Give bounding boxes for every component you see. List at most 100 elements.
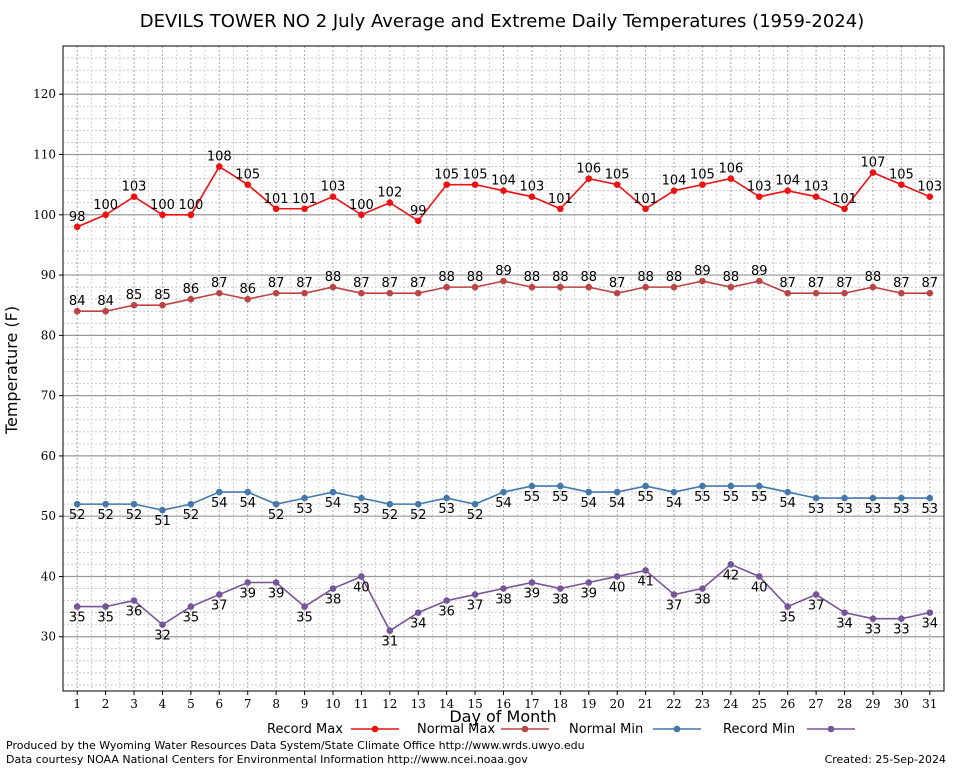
data-point [216, 289, 223, 297]
data-point [670, 591, 678, 598]
data-label: 102 [377, 186, 402, 201]
data-label: 99 [410, 204, 427, 219]
data-label: 35 [296, 611, 313, 626]
data-label: 87 [808, 276, 825, 291]
data-label: 55 [552, 490, 569, 505]
data-point [841, 205, 848, 213]
data-label: 52 [382, 508, 399, 523]
data-label: 88 [666, 270, 683, 285]
data-point [784, 488, 791, 496]
y-tick-label: 30 [41, 630, 56, 644]
data-label: 87 [836, 276, 853, 291]
data-point [613, 181, 621, 188]
data-point [727, 482, 735, 490]
data-point [585, 488, 593, 496]
data-point [898, 289, 905, 297]
data-label: 51 [154, 514, 171, 529]
data-label: 88 [325, 270, 342, 285]
data-label: 103 [917, 180, 942, 195]
data-point [102, 211, 109, 219]
data-point [585, 579, 593, 586]
data-label: 52 [69, 508, 86, 523]
legend-label: Normal Min [569, 722, 643, 737]
x-tick-label: 1 [73, 697, 81, 711]
y-tick-label: 70 [41, 389, 56, 403]
data-label: 103 [520, 180, 545, 195]
data-point [73, 307, 81, 315]
data-point [272, 289, 280, 297]
data-label: 89 [694, 264, 711, 279]
data-point [926, 494, 934, 502]
data-label: 98 [69, 210, 86, 225]
data-label: 105 [605, 168, 630, 183]
data-label: 100 [349, 198, 374, 213]
x-tick-label: 11 [354, 697, 369, 711]
data-label: 54 [580, 496, 597, 511]
data-label: 52 [467, 508, 484, 523]
data-point [443, 283, 450, 291]
data-point [301, 494, 308, 502]
data-point [699, 277, 706, 285]
data-point [159, 211, 166, 219]
data-point [642, 567, 649, 574]
data-point [812, 193, 820, 201]
legend-entry: Normal Max [417, 722, 549, 737]
data-point [443, 597, 450, 604]
data-label: 87 [353, 276, 370, 291]
data-point [642, 482, 649, 490]
data-label: 52 [126, 508, 143, 523]
data-point [102, 603, 109, 610]
data-label: 40 [609, 580, 626, 595]
footer-produced-by: Produced by the Wyoming Water Resources … [6, 739, 585, 752]
data-point [187, 500, 195, 508]
data-label: 54 [666, 496, 683, 511]
data-point [727, 283, 735, 291]
x-tick-label: 19 [581, 697, 596, 711]
data-point [727, 561, 735, 568]
data-label: 54 [495, 496, 512, 511]
data-point [926, 193, 934, 201]
data-point [557, 585, 564, 592]
data-label: 101 [832, 192, 857, 207]
x-axis-title: Day of Month [449, 707, 556, 726]
data-point [187, 603, 195, 610]
data-point [73, 500, 81, 508]
data-label: 32 [154, 629, 171, 644]
data-point [102, 500, 109, 508]
legend-entry: Record Max [267, 722, 399, 737]
data-point [585, 175, 593, 182]
x-tick-label: 26 [780, 697, 795, 711]
data-point [329, 585, 337, 592]
data-point [841, 289, 848, 297]
data-point [670, 187, 678, 194]
data-point [358, 289, 365, 297]
legend-label: Record Min [723, 722, 795, 737]
data-point [159, 301, 166, 309]
data-point [699, 181, 706, 188]
data-point [528, 283, 536, 291]
data-label: 54 [609, 496, 626, 511]
data-point [557, 205, 564, 213]
data-label: 33 [893, 623, 910, 638]
data-point [841, 494, 848, 502]
data-label: 89 [751, 264, 768, 279]
data-label: 107 [861, 156, 886, 171]
data-point [699, 482, 706, 490]
data-label: 105 [235, 168, 260, 183]
data-label: 39 [580, 586, 597, 601]
legend-entry: Record Min [723, 722, 855, 737]
data-label: 88 [524, 270, 541, 285]
data-point [301, 289, 308, 297]
data-point [500, 277, 507, 285]
data-label: 87 [893, 276, 910, 291]
data-point [670, 488, 678, 496]
data-label: 55 [524, 490, 541, 505]
data-label: 87 [609, 276, 626, 291]
x-tick-label: 13 [411, 697, 426, 711]
data-label: 54 [239, 496, 256, 511]
x-tick-label: 15 [467, 697, 482, 711]
data-point [187, 295, 195, 303]
series-normal-min: 52 52 52 51 52 54 54 52 53 54 53 52 52 53 52 54 55 55 54 54… [69, 482, 938, 529]
